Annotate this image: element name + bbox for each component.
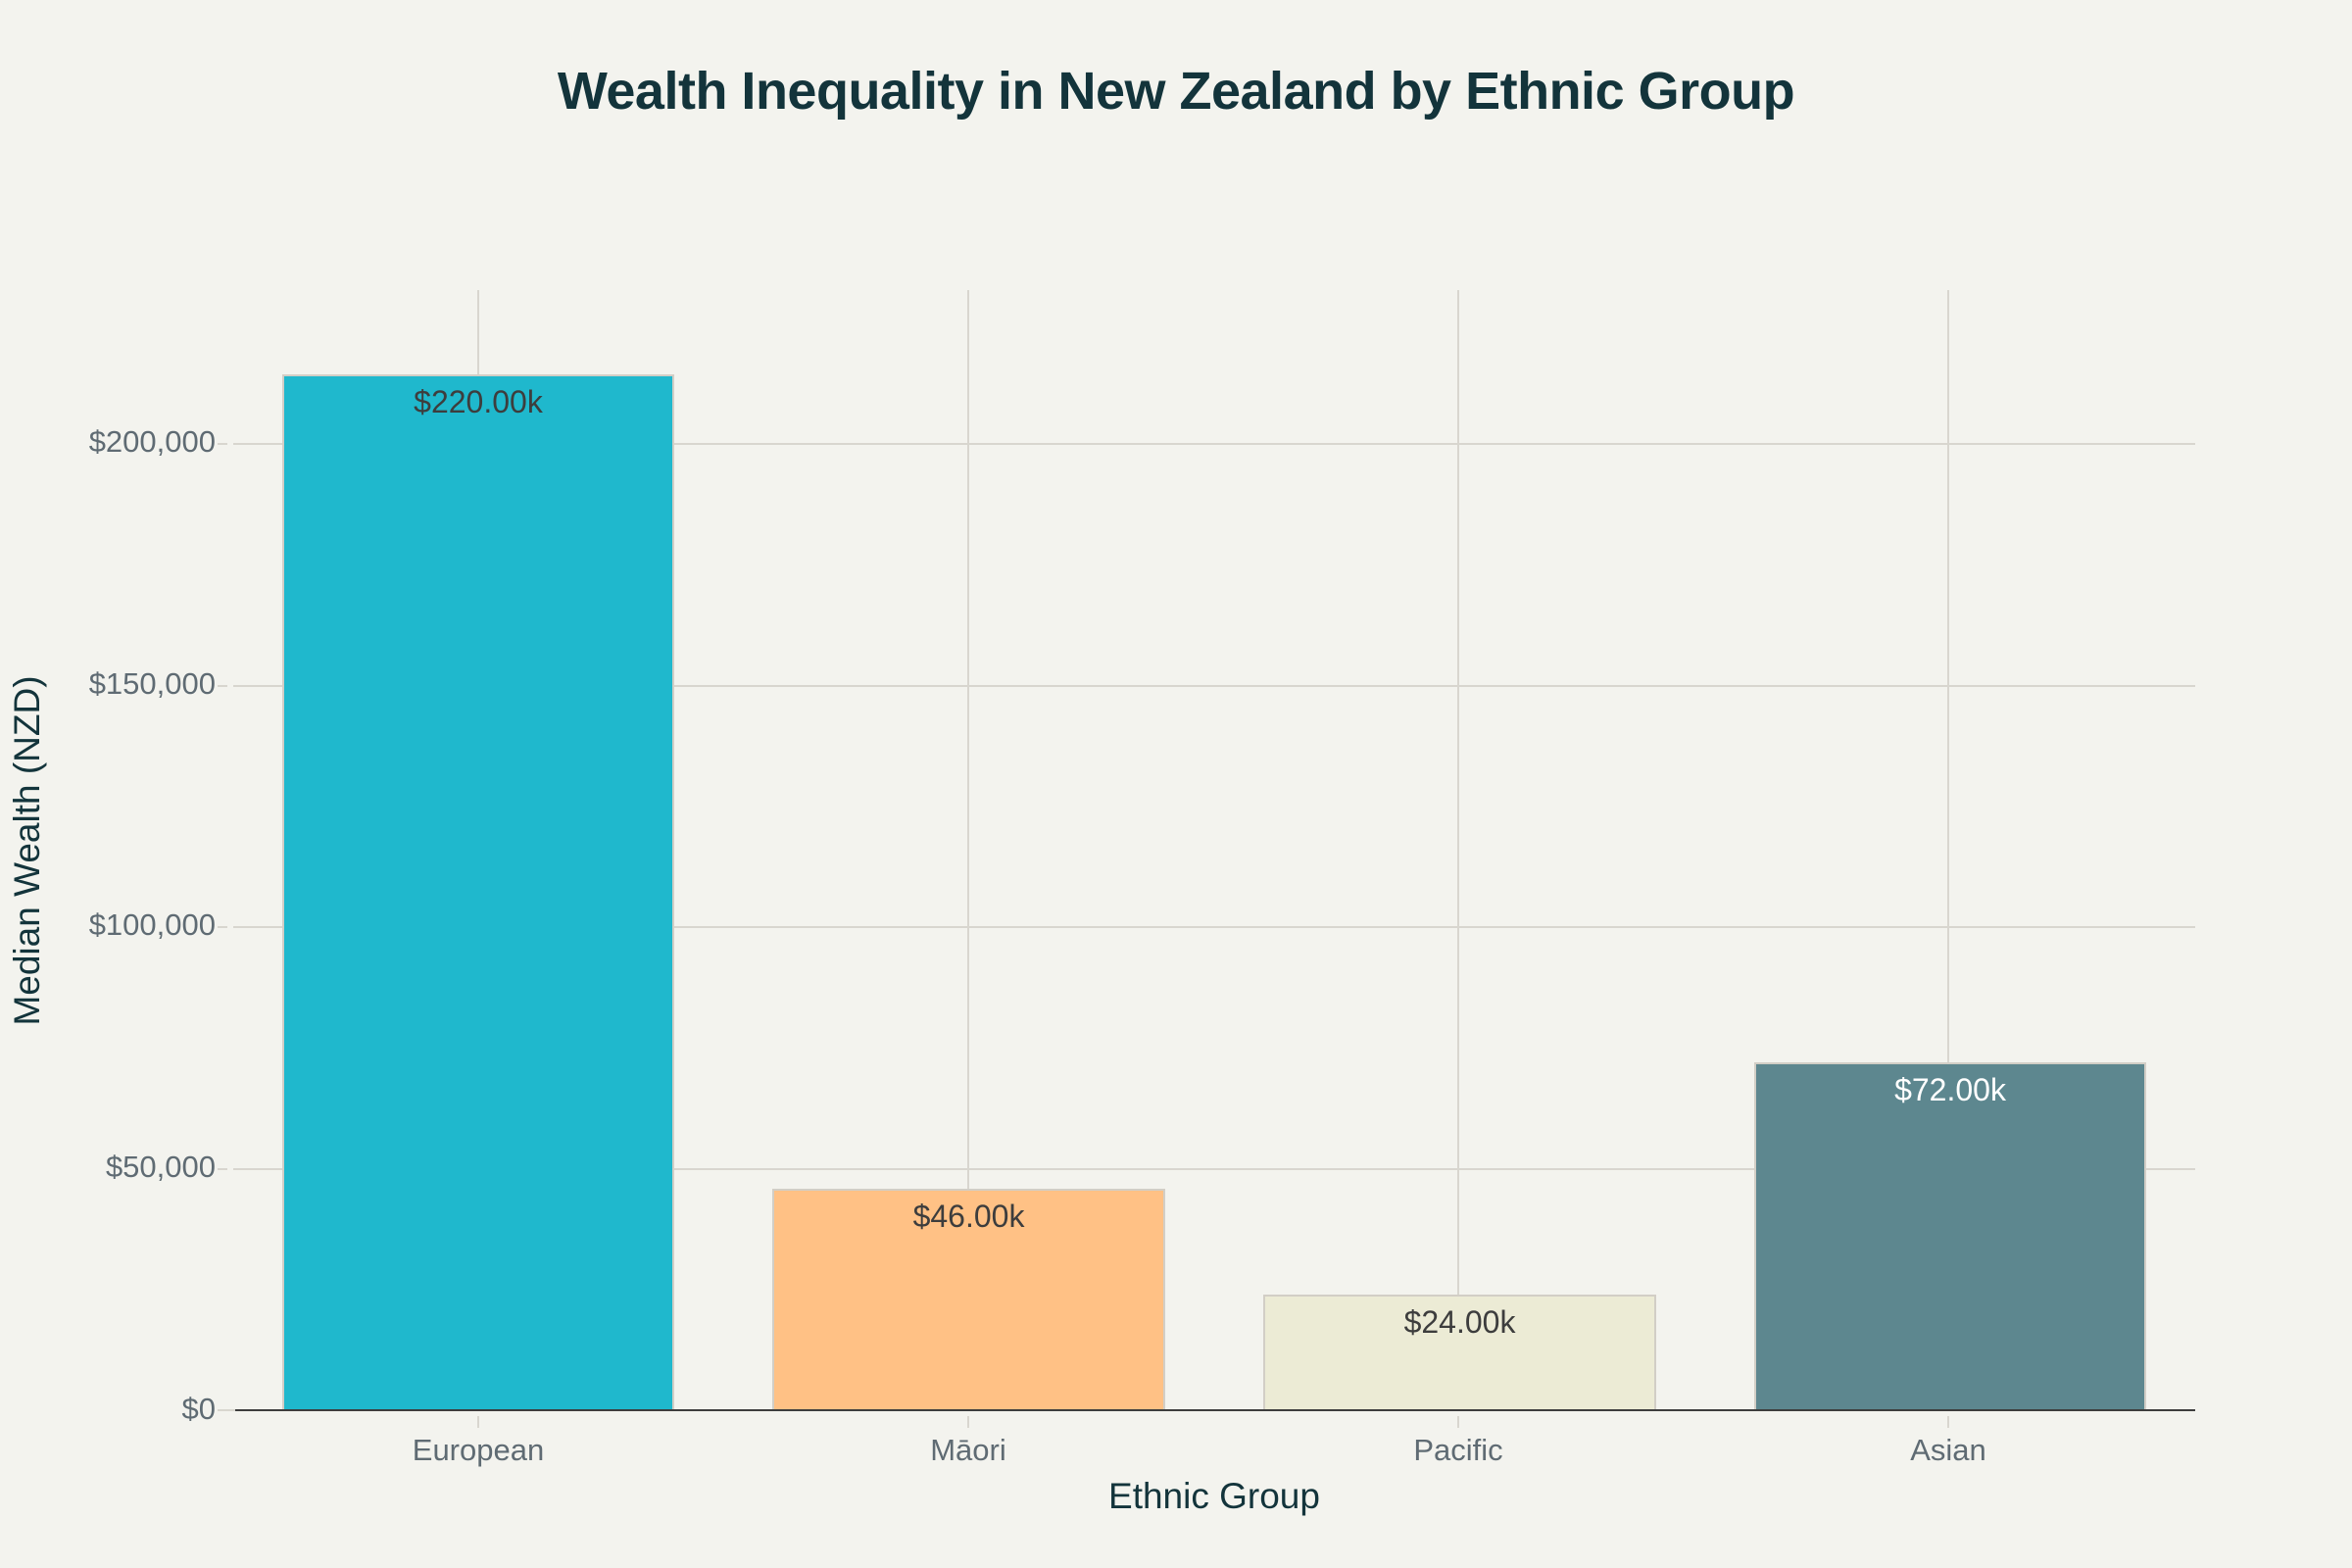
gridline-maori — [967, 290, 969, 1410]
gridline-asian — [1947, 290, 1949, 1410]
y-axis-title: Median Wealth (NZD) — [7, 675, 47, 1026]
x-axis-title: Ethnic Group — [1108, 1476, 1320, 1516]
x-axis-line — [235, 1409, 2195, 1411]
gridline-pacific — [1457, 290, 1459, 1410]
bar-pacific[interactable]: $24.00k — [1263, 1295, 1656, 1410]
x-tick-label-maori: Māori — [930, 1433, 1006, 1467]
y-tick-label: $0 — [181, 1392, 216, 1426]
x-tick — [477, 1416, 479, 1428]
bar-european[interactable]: $220.00k — [282, 374, 674, 1410]
bar-maori[interactable]: $46.00k — [772, 1189, 1165, 1410]
y-tick-label: $150,000 — [88, 666, 216, 701]
y-tick-label: $50,000 — [105, 1150, 216, 1184]
gridline-100000 — [218, 926, 2195, 928]
bar-value-label: $24.00k — [1403, 1304, 1516, 1340]
gridline-150000 — [218, 685, 2195, 687]
x-tick — [1457, 1416, 1459, 1428]
y-tick-label: $200,000 — [88, 424, 216, 459]
y-tick-0 — [218, 1409, 235, 1411]
x-tick-label-european: European — [412, 1433, 545, 1467]
x-tick — [1947, 1416, 1949, 1428]
bar-value-label: $72.00k — [1894, 1072, 2006, 1107]
bar-value-label: $220.00k — [414, 384, 543, 419]
gridline-200000 — [218, 443, 2195, 445]
x-tick-label-asian: Asian — [1910, 1433, 1986, 1467]
y-tick-label: $100,000 — [88, 907, 216, 942]
bar-value-label: $46.00k — [912, 1199, 1025, 1234]
chart-title: Wealth Inequality in New Zealand by Ethn… — [557, 62, 1795, 121]
gridline-50000 — [218, 1168, 2195, 1170]
x-tick-label-pacific: Pacific — [1413, 1433, 1503, 1467]
bar-asian[interactable]: $72.00k — [1754, 1062, 2146, 1410]
plot-area: $220.00k $46.00k $24.00k $72.00k — [218, 290, 2195, 1428]
x-tick — [967, 1416, 969, 1428]
